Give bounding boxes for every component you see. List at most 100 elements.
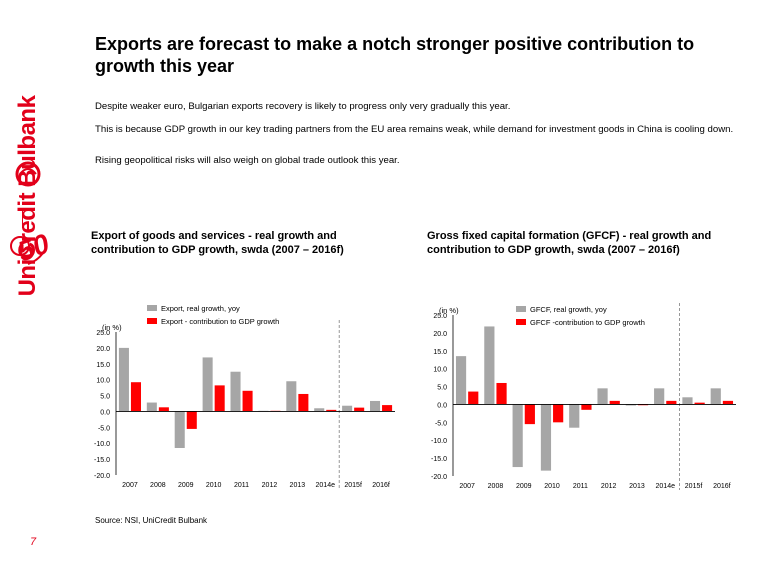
x-tick-label: 2010	[206, 482, 222, 489]
y-tick-label: 10.0	[433, 367, 447, 374]
legend-swatch	[516, 319, 526, 325]
y-tick-label: 10.0	[96, 378, 110, 385]
x-tick-label: 2009	[516, 483, 532, 490]
brand-sidebar: UniCredit Bulbank 50 7	[0, 0, 57, 567]
y-tick-label: 0.0	[100, 409, 110, 416]
bar-contribution-2014e	[666, 400, 677, 405]
legend-label: Export, real growth, yoy	[161, 304, 240, 313]
x-tick-label: 2008	[150, 482, 166, 489]
bar-growth-2009	[512, 404, 523, 468]
bar-contribution-2015f	[354, 407, 365, 412]
x-tick-label: 2008	[488, 483, 504, 490]
bar-growth-2011	[230, 371, 241, 412]
bar-growth-2010	[202, 357, 213, 412]
bar-growth-2011	[569, 404, 580, 428]
x-tick-label: 2013	[290, 482, 306, 489]
anniversary-50-icon	[10, 236, 47, 265]
bar-growth-2007	[455, 356, 467, 405]
bar-contribution-2011	[581, 404, 592, 410]
y-tick-label: 0.0	[437, 402, 447, 409]
bar-growth-2012	[597, 388, 608, 405]
sidebar-divider	[22, 208, 23, 228]
gfcf-bar-chart: (in %)25.0 20.0 15.0 10.0 5.0 0.0 -5.0 -10.0 -15…	[431, 303, 736, 490]
x-tick-label: 2010	[544, 483, 560, 490]
y-axis-label: (in %)	[102, 323, 122, 332]
x-tick-label: 2012	[601, 483, 617, 490]
y-tick-label: 20.0	[96, 346, 110, 353]
y-tick-label: 25.0	[433, 313, 447, 320]
bar-growth-2016f	[370, 400, 381, 412]
bar-contribution-2009	[186, 411, 197, 429]
x-tick-label: 2007	[459, 483, 475, 490]
chart-title-exports: Export of goods and services - real grow…	[91, 230, 344, 256]
bar-growth-2008	[146, 402, 157, 412]
bar-growth-2009	[174, 411, 185, 448]
legend-swatch	[516, 306, 526, 312]
bar-growth-2014e	[314, 408, 325, 412]
unicredit-logo-icon	[15, 161, 41, 187]
y-tick-label: 20.0	[433, 331, 447, 338]
x-tick-label: 2007	[122, 482, 138, 489]
bar-growth-2016f	[710, 388, 721, 405]
y-axis-label: (in %)	[439, 306, 459, 315]
bar-growth-2007	[118, 347, 129, 412]
x-tick-label: 2015f	[685, 483, 703, 490]
bar-contribution-2010	[553, 404, 564, 423]
legend-swatch	[147, 318, 157, 324]
bar-contribution-2011	[242, 390, 253, 412]
x-tick-label: 2016f	[713, 483, 731, 490]
x-tick-label: 2014e	[656, 483, 676, 490]
x-tick-label: 2016f	[372, 482, 390, 489]
x-tick-label: 2011	[234, 482, 249, 489]
bar-contribution-2009	[524, 404, 535, 425]
bar-growth-2015f	[682, 397, 693, 405]
bar-contribution-2014e	[326, 409, 337, 412]
bar-growth-2013	[286, 381, 297, 412]
x-tick-label: 2015f	[344, 482, 362, 489]
y-tick-label: -5.0	[98, 425, 110, 432]
legend-swatch	[147, 305, 157, 311]
x-tick-label: 2012	[262, 482, 278, 489]
y-tick-label: -20.0	[94, 473, 110, 480]
chart-title-gfcf: Gross fixed capital formation (GFCF) - r…	[427, 230, 712, 256]
y-tick-label: 15.0	[433, 349, 447, 356]
bar-contribution-2008	[496, 382, 507, 405]
bar-contribution-2013	[637, 404, 649, 406]
legend-label: Export - contribution to GDP growth	[161, 317, 279, 326]
bar-contribution-2013	[298, 393, 309, 412]
y-tick-label: -10.0	[431, 438, 447, 445]
bar-contribution-2008	[158, 407, 169, 412]
x-tick-label: 2011	[573, 483, 588, 490]
bar-contribution-2015f	[694, 402, 705, 405]
bar-contribution-2010	[214, 385, 225, 412]
y-tick-label: -10.0	[94, 441, 110, 448]
paragraph-2: This is because GDP growth in our key tr…	[95, 124, 734, 135]
y-tick-label: 25.0	[96, 330, 110, 337]
y-tick-label: -15.0	[431, 456, 447, 463]
y-tick-label: -20.0	[431, 474, 447, 481]
paragraph-1: Despite weaker euro, Bulgarian exports r…	[95, 101, 511, 112]
y-tick-label: -5.0	[435, 420, 447, 427]
paragraph-3: Rising geopolitical risks will also weig…	[95, 155, 400, 166]
x-tick-label: 2009	[178, 482, 194, 489]
x-tick-label: 2014e	[316, 482, 336, 489]
y-tick-label: 15.0	[96, 362, 110, 369]
slide-title: Exports are forecast to make a notch str…	[95, 34, 695, 76]
exports-bar-chart: (in %)25.0 20.0 15.0 10.0 5.0 0.0 -5.0 -10.0 -15…	[94, 304, 395, 489]
legend-label: GFCF, real growth, yoy	[530, 305, 607, 314]
bar-contribution-2007	[468, 391, 479, 405]
bar-growth-2013	[625, 404, 636, 406]
bar-growth-2014e	[654, 388, 665, 405]
bar-contribution-2016f	[382, 405, 393, 412]
bar-contribution-2007	[130, 382, 141, 412]
bar-growth-2015f	[342, 405, 353, 412]
y-tick-label: 5.0	[437, 385, 447, 392]
y-tick-label: -15.0	[94, 457, 110, 464]
y-tick-label: 5.0	[100, 394, 110, 401]
bar-contribution-2016f	[722, 400, 734, 405]
legend-label: GFCF -contribution to GDP growth	[530, 318, 645, 327]
bar-contribution-2012	[609, 400, 620, 405]
bar-growth-2008	[484, 326, 495, 405]
page-number: 7	[30, 536, 37, 548]
x-tick-label: 2013	[629, 483, 645, 490]
